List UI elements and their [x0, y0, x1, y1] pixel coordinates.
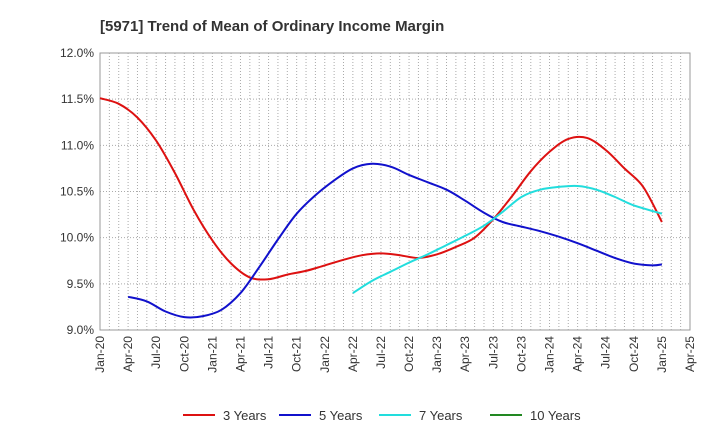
x-tick-label: Oct-21 — [290, 336, 304, 372]
x-tick-label: Apr-25 — [683, 336, 697, 372]
series-lines — [99, 97, 663, 319]
x-tick-label: Jan-20 — [93, 336, 107, 373]
x-axis: Jan-20 Apr-20 Jul-20 Oct-20 Jan-21 Apr-21 Jul-… — [93, 336, 697, 373]
legend-label-2: 5 Years — [319, 408, 363, 423]
x-tick-label: Oct-20 — [177, 336, 191, 372]
y-tick-label: 11.0% — [61, 138, 94, 152]
x-tick-label: Jan-25 — [655, 336, 669, 373]
y-tick-label: 9.5% — [67, 277, 95, 291]
x-tick-label: Jul-24 — [599, 336, 613, 369]
x-tick-label: Jul-22 — [374, 336, 388, 369]
y-tick-label: 9.0% — [67, 323, 95, 337]
legend-label-1: 3 Years — [223, 408, 267, 423]
x-tick-label: Apr-21 — [233, 336, 247, 372]
x-tick-label: Jan-24 — [543, 336, 557, 373]
x-tick-label: Jul-23 — [486, 336, 500, 369]
legend-label-4: 10 Years — [530, 408, 581, 423]
y-tick-label: 10.0% — [60, 231, 94, 245]
series-line-3 — [352, 184, 663, 294]
series-line-1 — [99, 97, 663, 281]
x-tick-label: Apr-24 — [571, 336, 585, 372]
legend: 3 Years 5 Years 7 Years 10 Years — [183, 408, 581, 423]
y-tick-label: 10.5% — [60, 185, 94, 199]
legend-label-3: 7 Years — [419, 408, 463, 423]
series-line-2 — [127, 162, 663, 319]
chart-title: [5971] Trend of Mean of Ordinary Income … — [100, 18, 444, 35]
y-tick-label: 11.5% — [61, 92, 94, 106]
x-tick-label: Jan-23 — [430, 336, 444, 373]
x-tick-label: Oct-23 — [514, 336, 528, 372]
y-axis: 9.0% 9.5% 10.0% 10.5% 11.0% 11.5% 12.0% — [60, 46, 94, 337]
x-tick-label: Oct-24 — [627, 336, 641, 372]
x-tick-label: Jul-20 — [149, 336, 163, 369]
x-tick-label: Apr-22 — [346, 336, 360, 372]
x-tick-label: Jan-21 — [205, 336, 219, 373]
x-tick-label: Apr-20 — [121, 336, 135, 372]
x-tick-label: Oct-22 — [402, 336, 416, 372]
x-tick-label: Jul-21 — [262, 336, 276, 369]
y-tick-label: 12.0% — [60, 46, 94, 60]
x-tick-label: Jan-22 — [318, 336, 332, 373]
grid — [100, 53, 690, 330]
x-tick-label: Apr-23 — [458, 336, 472, 372]
